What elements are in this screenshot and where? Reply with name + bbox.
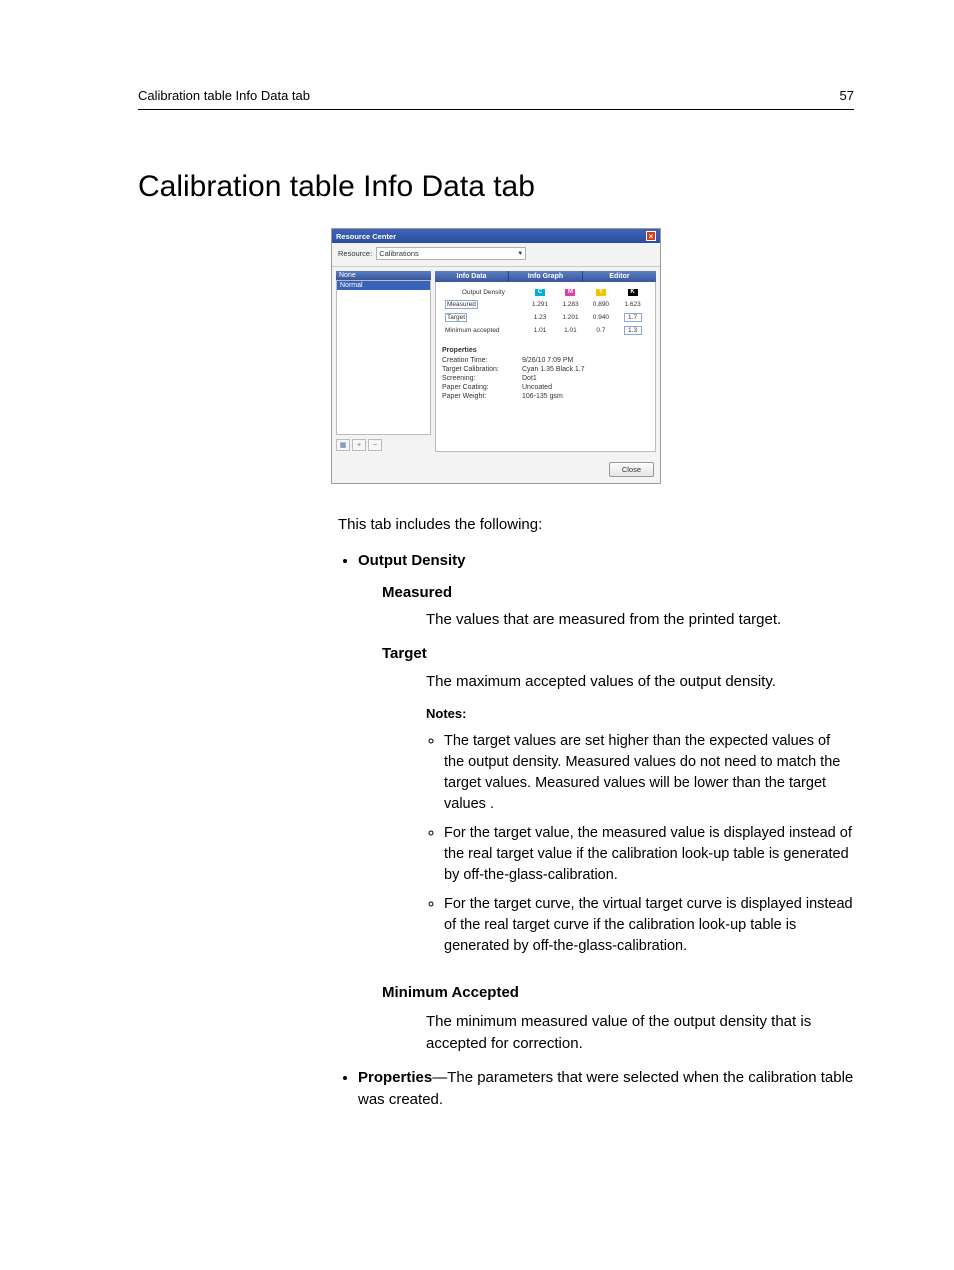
item-properties: Properties <box>358 1069 432 1086</box>
term-min-accepted: Minimum Accepted <box>382 982 854 1004</box>
cell: 1.623 <box>616 298 649 311</box>
window-close-icon[interactable]: × <box>646 231 656 241</box>
properties-title: Properties <box>442 347 649 354</box>
col-k-icon: K <box>628 289 638 296</box>
prop-row: Creation Time:9/26/10 7:09 PM <box>442 357 649 364</box>
od-title: Output Density <box>442 286 525 298</box>
list-header: None <box>336 271 431 280</box>
def-min-accepted: The minimum measured value of the output… <box>426 1011 854 1055</box>
cell: 1.01 <box>555 324 585 337</box>
tab-content: Output Density C M Y K Measured 1.291 1.… <box>435 282 656 452</box>
prop-row: Target Calibration:Cyan 1.35 Black 1.7 <box>442 366 649 373</box>
prop-row: Paper Weight:106-135 gsm <box>442 393 649 400</box>
note-item: For the target value, the measured value… <box>444 823 854 886</box>
col-m-icon: M <box>565 289 575 296</box>
close-button[interactable]: Close <box>609 462 654 477</box>
page-title: Calibration table Info Data tab <box>138 170 854 204</box>
tab-info-data[interactable]: Info Data <box>435 271 509 282</box>
properties-panel: Properties Creation Time:9/26/10 7:09 PM… <box>442 347 649 400</box>
item-output-density: Output Density <box>358 552 466 569</box>
running-header: Calibration table Info Data tab 57 <box>138 88 854 110</box>
col-c-icon: C <box>535 289 545 296</box>
resource-label: Resource: <box>338 249 372 258</box>
col-y-icon: Y <box>596 289 606 296</box>
toolbar-add-icon[interactable]: + <box>352 439 366 451</box>
intro-text: This tab includes the following: <box>338 514 854 536</box>
table-row: Target 1.23 1.201 0.940 1.7 <box>442 311 649 324</box>
window-titlebar: Resource Center × <box>332 229 660 243</box>
prop-row: Paper Coating:Uncoated <box>442 384 649 391</box>
cell: 1.291 <box>525 298 555 311</box>
term-measured: Measured <box>382 582 854 604</box>
cell: 0.890 <box>586 298 616 311</box>
list-toolbar: ▦ + − <box>336 439 431 451</box>
list-item: Properties—The parameters that were sele… <box>358 1067 854 1111</box>
cell: 1.283 <box>555 298 585 311</box>
output-density-table: Output Density C M Y K Measured 1.291 1.… <box>442 286 649 337</box>
calibration-list[interactable]: Normal <box>336 280 431 435</box>
cell: 1.201 <box>555 311 585 324</box>
note-item: The target values are set higher than th… <box>444 731 854 815</box>
runhead-page: 57 <box>840 88 854 103</box>
note-item: For the target curve, the virtual target… <box>444 894 854 957</box>
toolbar-remove-icon[interactable]: − <box>368 439 382 451</box>
window-title: Resource Center <box>336 232 396 241</box>
body-text: This tab includes the following: Output … <box>338 514 854 1110</box>
table-row: Minimum accepted 1.01 1.01 0.7 1.3 <box>442 324 649 337</box>
tab-editor[interactable]: Editor <box>583 271 656 282</box>
tab-info-graph[interactable]: Info Graph <box>509 271 583 282</box>
cell[interactable]: 1.3 <box>624 326 642 335</box>
cell: 0.940 <box>586 311 616 324</box>
row-label[interactable]: Measured <box>445 300 478 309</box>
def-target: The maximum accepted values of the outpu… <box>426 671 854 693</box>
list-item-selected[interactable]: Normal <box>337 281 430 290</box>
prop-row: Screening:Dot1 <box>442 375 649 382</box>
cell[interactable]: 1.7 <box>624 313 642 322</box>
cell: 0.7 <box>586 324 616 337</box>
row-label[interactable]: Target <box>445 313 467 322</box>
def-measured: The values that are measured from the pr… <box>426 609 854 631</box>
item-properties-text: —The parameters that were selected when … <box>358 1069 853 1108</box>
runhead-left: Calibration table Info Data tab <box>138 88 310 103</box>
dropdown-caret-icon: ▼ <box>517 251 523 257</box>
toolbar-grid-icon[interactable]: ▦ <box>336 439 350 451</box>
cell: 1.23 <box>525 311 555 324</box>
resource-dropdown[interactable]: Calibrations ▼ <box>376 247 526 260</box>
tab-bar: Info Data Info Graph Editor <box>435 271 656 282</box>
notes-header: Notes: <box>426 705 854 724</box>
resource-value: Calibrations <box>379 249 419 258</box>
screenshot-figure: Resource Center × Resource: Calibrations… <box>331 228 661 484</box>
cell: 1.01 <box>525 324 555 337</box>
notes-list: The target values are set higher than th… <box>426 731 854 957</box>
table-row: Measured 1.291 1.283 0.890 1.623 <box>442 298 649 311</box>
term-target: Target <box>382 643 854 665</box>
list-item: Output Density Measured The values that … <box>358 550 854 1055</box>
row-label: Minimum accepted <box>442 324 525 337</box>
